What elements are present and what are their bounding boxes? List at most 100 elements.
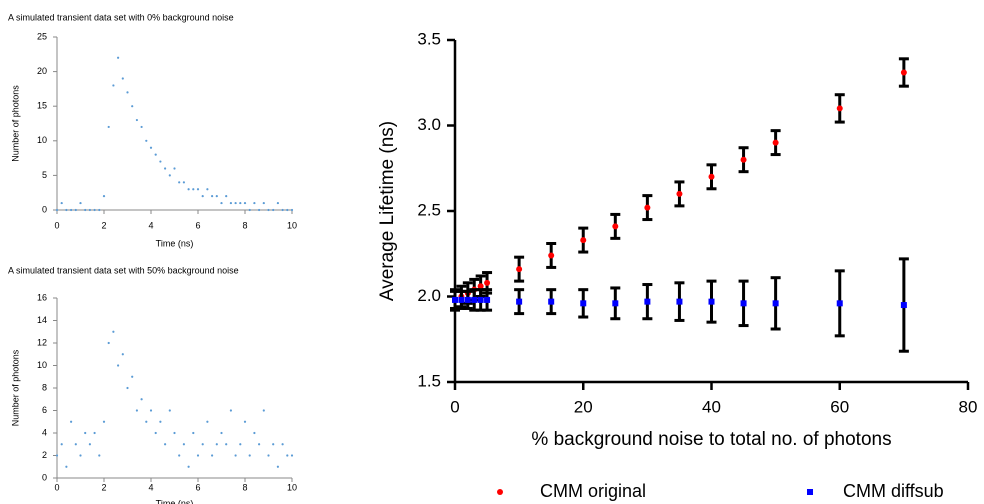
point: [135, 409, 138, 412]
point: [464, 296, 471, 303]
point: [477, 296, 484, 303]
point: [253, 431, 256, 435]
point: [234, 201, 237, 205]
point: [196, 454, 200, 457]
point: [484, 279, 491, 286]
point: [253, 201, 256, 205]
point: [126, 386, 129, 390]
point: [229, 201, 232, 205]
point: [79, 454, 82, 457]
y-tick-label: 0: [42, 204, 47, 214]
y-axis-label: Number of photons: [10, 85, 20, 162]
point: [112, 84, 115, 87]
y-tick-label: 2: [42, 450, 47, 460]
y-tick-label: 25: [37, 31, 47, 41]
y-tick-label: 14: [37, 315, 47, 325]
point: [98, 208, 101, 212]
point: [458, 296, 465, 303]
point: [74, 208, 77, 212]
chart: A simulated transient data set with 0% b…: [8, 12, 297, 248]
point: [471, 296, 478, 303]
point: [154, 153, 157, 156]
point: [70, 420, 73, 423]
x-tick-label: 8: [242, 220, 247, 230]
point: [708, 173, 715, 180]
point: [121, 353, 124, 356]
point: [93, 208, 96, 212]
point: [548, 252, 555, 259]
point: [192, 431, 195, 435]
point: [168, 409, 171, 412]
point: [196, 188, 200, 191]
point: [229, 409, 232, 412]
y-tick-label: 15: [37, 101, 47, 111]
x-tick-label: 4: [148, 482, 153, 492]
x-tick-label: 2: [101, 220, 106, 230]
x-axis-label: Time (ns): [156, 238, 194, 248]
point: [173, 431, 176, 435]
point: [55, 208, 59, 212]
point: [140, 398, 143, 401]
point: [102, 195, 106, 198]
point: [248, 454, 251, 457]
chart-title: A simulated transient data set with 0% b…: [8, 12, 234, 22]
point: [55, 454, 59, 457]
x-tick-label: 40: [702, 397, 721, 416]
point: [211, 454, 214, 457]
point: [201, 443, 204, 446]
point: [70, 208, 73, 212]
x-tick-label: 10: [287, 220, 297, 230]
point: [612, 223, 619, 230]
point: [676, 190, 683, 197]
point: [290, 454, 294, 457]
chart: A simulated transient data set with 50% …: [8, 265, 297, 504]
point: [286, 208, 289, 212]
x-tick-label: 0: [54, 220, 59, 230]
point: [88, 208, 91, 212]
point: [107, 341, 110, 345]
y-tick-label: 20: [37, 66, 47, 76]
point: [187, 188, 190, 191]
point: [290, 208, 294, 212]
point: [836, 300, 843, 307]
point: [580, 237, 587, 244]
point: [276, 465, 279, 468]
point: [149, 409, 153, 412]
y-tick-label: 3.5: [417, 29, 441, 48]
point: [900, 302, 907, 309]
y-tick-label: 8: [42, 382, 47, 392]
point: [79, 201, 82, 205]
y-tick-label: 16: [37, 292, 47, 302]
x-tick-label: 10: [287, 482, 297, 492]
point: [644, 204, 651, 211]
point: [740, 156, 747, 163]
point: [164, 167, 167, 170]
point: [182, 443, 185, 446]
point: [262, 201, 265, 205]
point: [154, 431, 157, 435]
point: [131, 375, 134, 378]
point: [740, 300, 747, 307]
x-axis-label: % background noise to total no. of photo…: [531, 429, 891, 450]
point: [267, 454, 270, 457]
point: [60, 443, 63, 446]
point: [220, 431, 223, 435]
point: [112, 330, 115, 333]
point: [145, 420, 148, 423]
point: [65, 465, 68, 468]
point: [164, 443, 167, 446]
point: [772, 300, 779, 307]
point: [178, 181, 181, 184]
legend-label: CMM original: [540, 481, 646, 501]
point: [98, 454, 101, 457]
y-tick-label: 0: [42, 472, 47, 482]
point: [206, 420, 209, 423]
point: [126, 91, 129, 94]
x-tick-label: 60: [830, 397, 849, 416]
point: [281, 208, 284, 212]
y-tick-label: 5: [42, 170, 47, 180]
point: [102, 420, 106, 423]
point: [836, 105, 843, 112]
point: [900, 69, 907, 76]
